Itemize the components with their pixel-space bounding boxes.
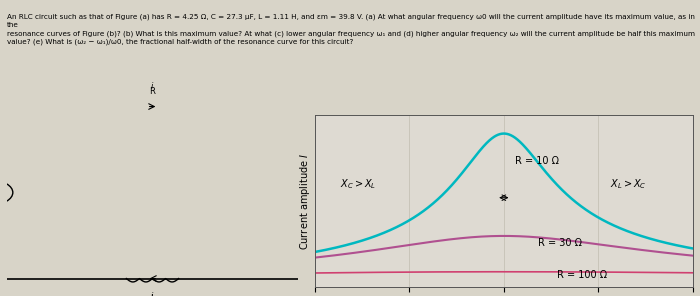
Text: $X_C > X_L$: $X_C > X_L$ bbox=[340, 177, 377, 191]
Text: C: C bbox=[333, 188, 339, 197]
Text: $i$: $i$ bbox=[150, 290, 155, 296]
Text: R: R bbox=[150, 87, 155, 96]
Text: $i$: $i$ bbox=[150, 80, 155, 91]
Text: L: L bbox=[150, 294, 155, 296]
Text: R = 100 Ω: R = 100 Ω bbox=[556, 270, 607, 280]
Text: R = 30 Ω: R = 30 Ω bbox=[538, 238, 582, 248]
Text: $X_L > X_C$: $X_L > X_C$ bbox=[610, 177, 647, 191]
Text: An RLC circuit such as that of Figure (a) has R = 4.25 Ω, C = 27.3 μF, L = 1.11 : An RLC circuit such as that of Figure (a… bbox=[7, 14, 695, 45]
Text: R = 10 Ω: R = 10 Ω bbox=[515, 156, 559, 166]
Y-axis label: Current amplitude $I$: Current amplitude $I$ bbox=[298, 152, 312, 250]
